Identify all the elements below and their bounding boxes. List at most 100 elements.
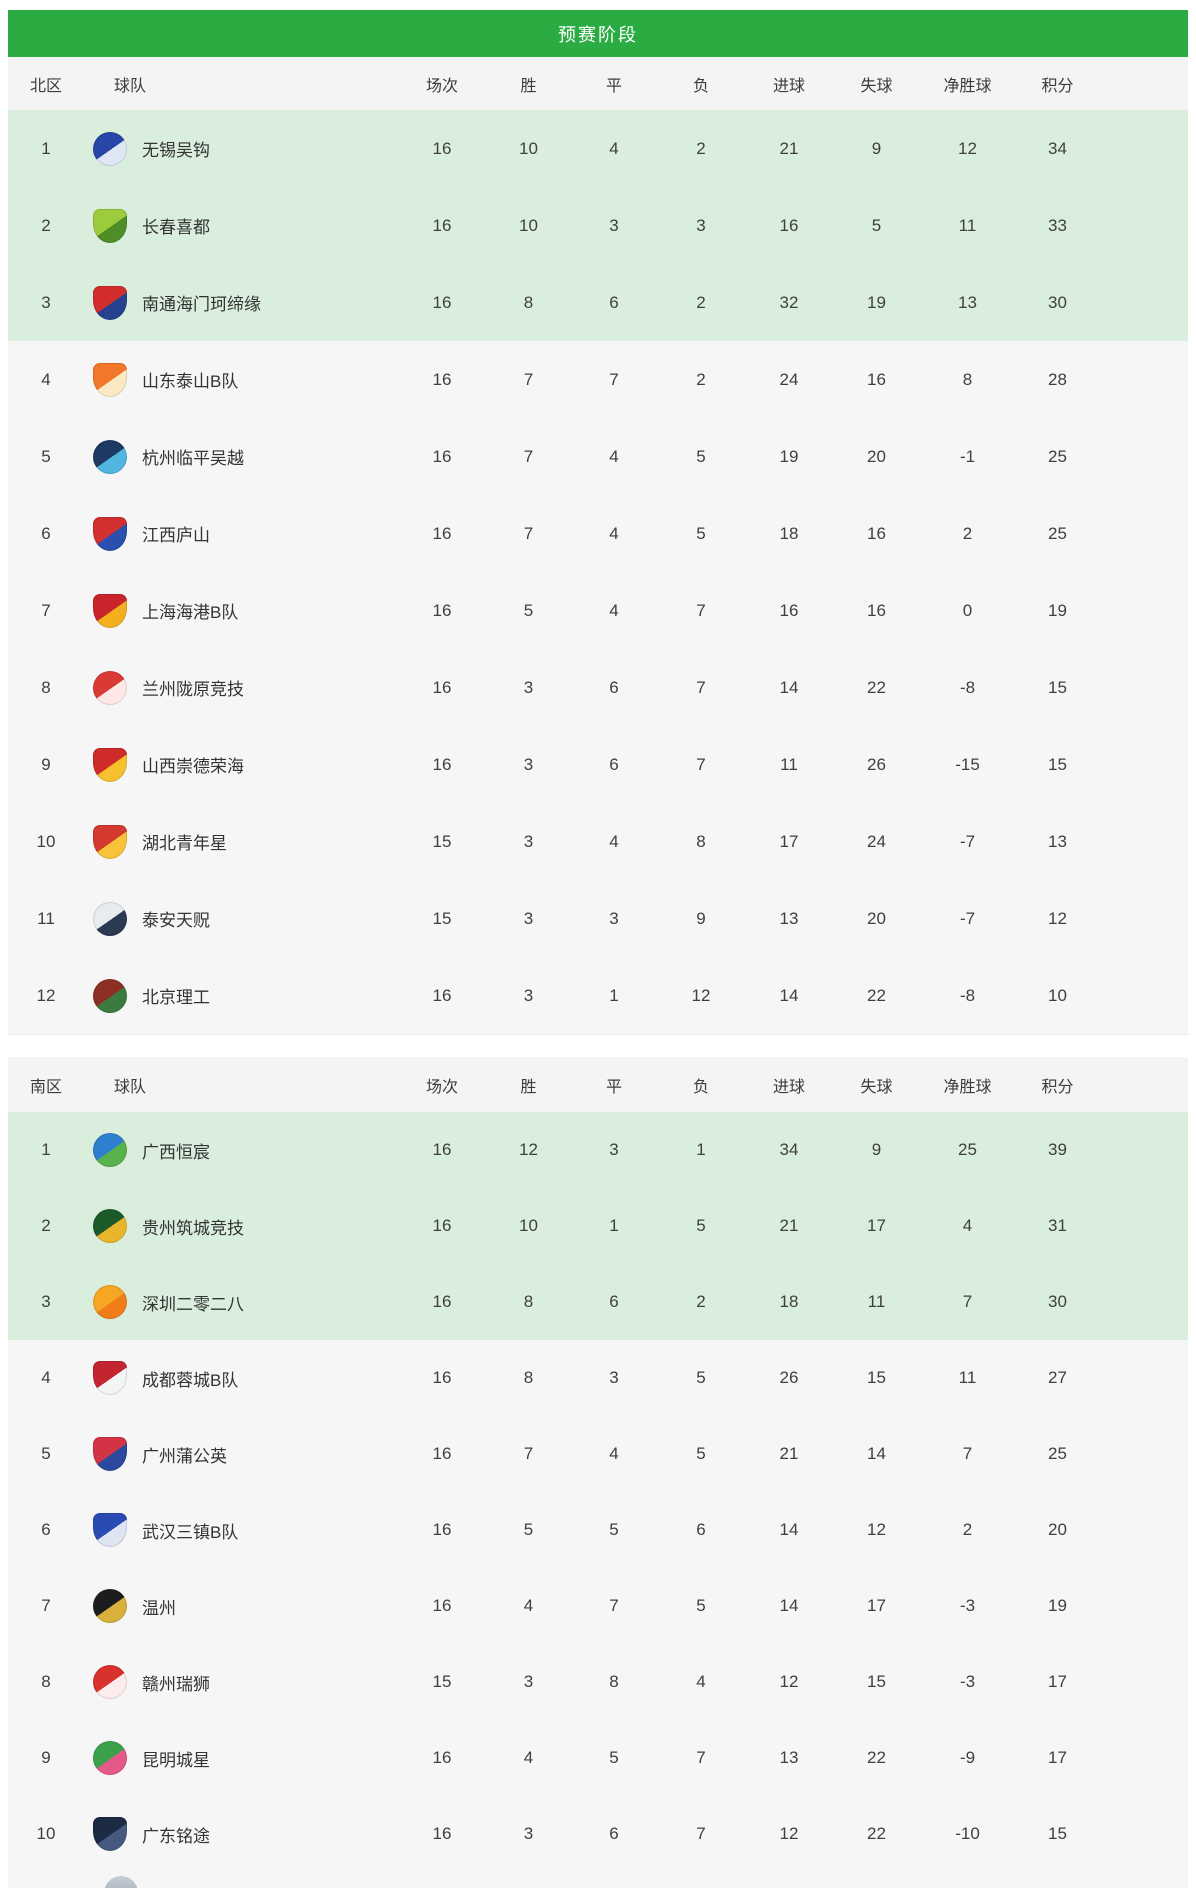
- stat-2: 3: [523, 908, 534, 928]
- stat-8: 25: [1048, 1444, 1067, 1463]
- team-name: 深圳二零二八: [142, 1294, 244, 1314]
- stat-5: 21: [779, 1444, 799, 1463]
- stat-1: 15: [432, 908, 452, 928]
- stat-6: 17: [867, 1596, 886, 1615]
- stat-4: 7: [696, 1748, 706, 1767]
- stat-6: 9: [871, 138, 882, 158]
- south-row-6[interactable]: 6 武汉三镇B队 16 5 5 6 14 12 2 20: [8, 1492, 1188, 1568]
- stat-6: 22: [867, 985, 886, 1005]
- stat-5: 18: [779, 1292, 799, 1311]
- stat-7: 11: [958, 1368, 977, 1387]
- north-row-10[interactable]: 10 湖北青年星 15 3 4 8 17 24 -7 13: [8, 803, 1188, 880]
- team-name: 广东铭途: [142, 1826, 210, 1846]
- stat-1: 16: [432, 523, 452, 543]
- stat-1: 16: [432, 1216, 452, 1235]
- team-badge-icon: [93, 1133, 127, 1167]
- stat-7: 2: [962, 523, 973, 543]
- rank-number: 11: [37, 908, 55, 928]
- stat-6: 22: [867, 1824, 886, 1843]
- stat-3: 6: [609, 754, 619, 774]
- stat-1: 15: [432, 831, 452, 851]
- stat-8: 25: [1048, 523, 1067, 543]
- stat-3: 7: [609, 1596, 619, 1615]
- stat-8: 27: [1048, 1368, 1067, 1387]
- column-header-2: 胜: [520, 77, 537, 95]
- north-row-3[interactable]: 3 南通海门珂缔缘 16 8 6 2 32 19 13 30: [8, 264, 1188, 341]
- rank-number: 3: [41, 292, 51, 312]
- south-row-8[interactable]: 8 赣州瑞狮 15 3 8 4 12 15 -3 17: [8, 1644, 1188, 1720]
- rank-number: 5: [41, 446, 51, 466]
- team-name: 杭州临平吴越: [142, 449, 244, 468]
- stat-8: 19: [1048, 1596, 1067, 1615]
- stat-2: 5: [523, 1520, 534, 1539]
- south-row-4[interactable]: 4 成都蓉城B队 16 8 3 5 26 15 11 27: [8, 1340, 1188, 1416]
- stat-4: 9: [696, 908, 706, 928]
- team-name: 山西崇德荣海: [142, 757, 244, 776]
- stat-8: 19: [1048, 600, 1067, 620]
- north-row-8[interactable]: 8 兰州陇原竞技 16 3 6 7 14 22 -8 15: [8, 649, 1188, 726]
- stat-7: 25: [958, 1140, 977, 1159]
- column-header-4: 负: [692, 77, 709, 95]
- south-row-5[interactable]: 5 广州蒲公英 16 7 4 5 21 14 7 25: [8, 1416, 1188, 1492]
- stat-1: 16: [432, 446, 452, 466]
- north-row-5[interactable]: 5 杭州临平吴越 16 7 4 5 19 20 -1 25: [8, 418, 1188, 495]
- rank-number: 8: [41, 1672, 51, 1691]
- stat-1: 16: [432, 1444, 452, 1463]
- south-row-10[interactable]: 10 广东铭途 16 3 6 7 12 22 -10 15: [8, 1796, 1188, 1872]
- south-row-3[interactable]: 3 深圳二零二八 16 8 6 2 18 11 7 30: [8, 1264, 1188, 1340]
- stat-7: -8: [959, 677, 976, 697]
- north-row-11[interactable]: 11 泰安天贶 15 3 3 9 13 20 -7 12: [8, 880, 1188, 957]
- stat-2: 3: [523, 985, 534, 1005]
- stat-1: 16: [432, 677, 452, 697]
- stat-3: 5: [609, 1520, 619, 1539]
- stat-4: 6: [696, 1520, 706, 1539]
- stat-4: 5: [696, 1368, 706, 1387]
- stat-3: 3: [609, 908, 619, 928]
- stat-8: 33: [1048, 215, 1067, 235]
- rank-number: 10: [36, 831, 56, 851]
- stat-5: 13: [779, 1748, 799, 1767]
- stat-8: 30: [1048, 292, 1067, 312]
- stat-3: 4: [609, 523, 619, 543]
- team-name: 广州蒲公英: [142, 1446, 227, 1466]
- column-header-6: 失球: [860, 1078, 893, 1096]
- stat-4: 5: [696, 1596, 706, 1615]
- stat-1: 16: [432, 754, 452, 774]
- partial-next-row-badge-icon: [104, 1876, 138, 1888]
- stat-3: 3: [609, 215, 619, 235]
- north-row-6[interactable]: 6 江西庐山 16 7 4 5 18 16 2 25: [8, 495, 1188, 572]
- stat-6: 11: [867, 1292, 886, 1311]
- north-row-12[interactable]: 12 北京理工 16 3 1 12 14 22 -8 10: [8, 957, 1188, 1034]
- stat-3: 5: [609, 1748, 619, 1767]
- stat-8: 15: [1048, 754, 1067, 774]
- north-header-row: 北区 球队 场次 胜 平 负 进球 失球 净胜球 积分: [8, 57, 1188, 110]
- north-row-7[interactable]: 7 上海海港B队 16 5 4 7 16 16 0 19: [8, 572, 1188, 649]
- south-rows: 1 广西恒宸 16 12 3 1 34 9 25 39 2 贵州筑城竞技 16 10 1 5 21 17…: [8, 1112, 1188, 1872]
- stat-3: 4: [609, 600, 619, 620]
- stat-7: 11: [958, 215, 977, 235]
- south-row-7[interactable]: 7 温州 16 4 7 5 14 17 -3 19: [8, 1568, 1188, 1644]
- south-row-1[interactable]: 1 广西恒宸 16 12 3 1 34 9 25 39: [8, 1112, 1188, 1188]
- north-row-2[interactable]: 2 长春喜都 16 10 3 3 16 5 11 33: [8, 187, 1188, 264]
- stat-2: 3: [523, 677, 534, 697]
- north-row-1[interactable]: 1 无锡吴钩 16 10 4 2 21 9 12 34: [8, 110, 1188, 187]
- stat-6: 5: [871, 215, 882, 235]
- stat-3: 4: [609, 831, 619, 851]
- team-badge-icon: [93, 1741, 127, 1775]
- stat-2: 4: [523, 1748, 534, 1767]
- stat-2: 12: [519, 1140, 538, 1159]
- south-row-2[interactable]: 2 贵州筑城竞技 16 10 1 5 21 17 4 31: [8, 1188, 1188, 1264]
- south-row-9[interactable]: 9 昆明城星 16 4 5 7 13 22 -9 17: [8, 1720, 1188, 1796]
- stat-3: 7: [609, 369, 619, 389]
- team-badge-icon: [93, 362, 127, 397]
- stat-1: 16: [432, 369, 452, 389]
- stat-7: -8: [959, 985, 976, 1005]
- team-name: 长春喜都: [142, 218, 210, 237]
- stat-7: -15: [955, 754, 980, 774]
- north-row-4[interactable]: 4 山东泰山B队 16 7 7 2 24 16 8 28: [8, 341, 1188, 418]
- south-header-row: 南区 球队 场次 胜 平 负 进球 失球 净胜球 积分: [8, 1057, 1188, 1112]
- rank-number: 9: [41, 754, 51, 774]
- team-badge-icon: [93, 208, 127, 243]
- north-row-9[interactable]: 9 山西崇德荣海 16 3 6 7 11 26 -15 15: [8, 726, 1188, 803]
